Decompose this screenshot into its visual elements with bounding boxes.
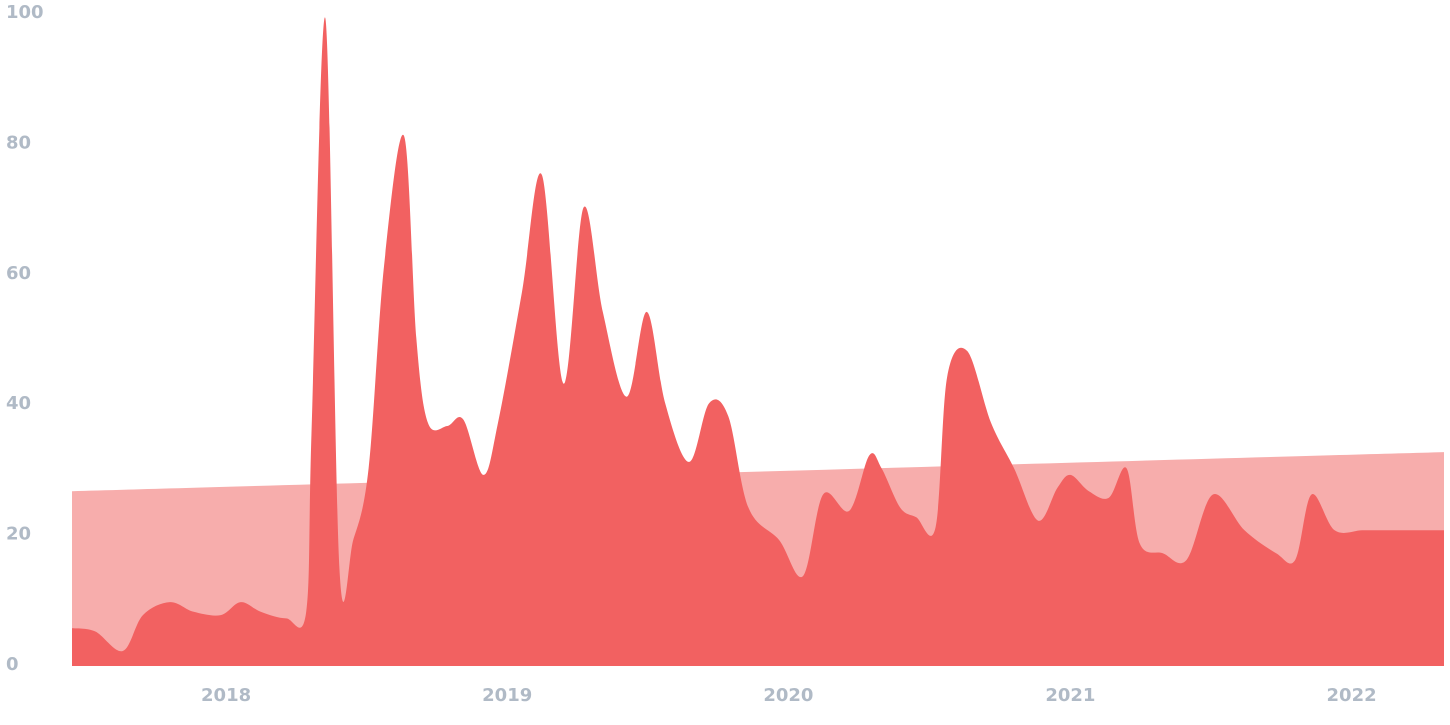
y-tick-label: 20 (6, 524, 31, 545)
y-tick-label: 40 (6, 393, 31, 414)
y-tick-label: 60 (6, 263, 31, 284)
x-axis: 2018 2019 2020 2021 2022 (201, 685, 1377, 706)
area-layer (72, 17, 1444, 666)
main-series-area (72, 17, 1444, 666)
x-tick-label: 2018 (201, 685, 251, 706)
y-axis: 0 20 40 60 80 100 (6, 2, 44, 675)
y-tick-label: 0 (6, 654, 19, 675)
x-tick-label: 2022 (1327, 685, 1377, 706)
x-tick-label: 2020 (763, 685, 813, 706)
y-tick-label: 80 (6, 132, 31, 153)
x-tick-label: 2021 (1045, 685, 1095, 706)
y-tick-label: 100 (6, 2, 44, 23)
x-tick-label: 2019 (482, 685, 532, 706)
